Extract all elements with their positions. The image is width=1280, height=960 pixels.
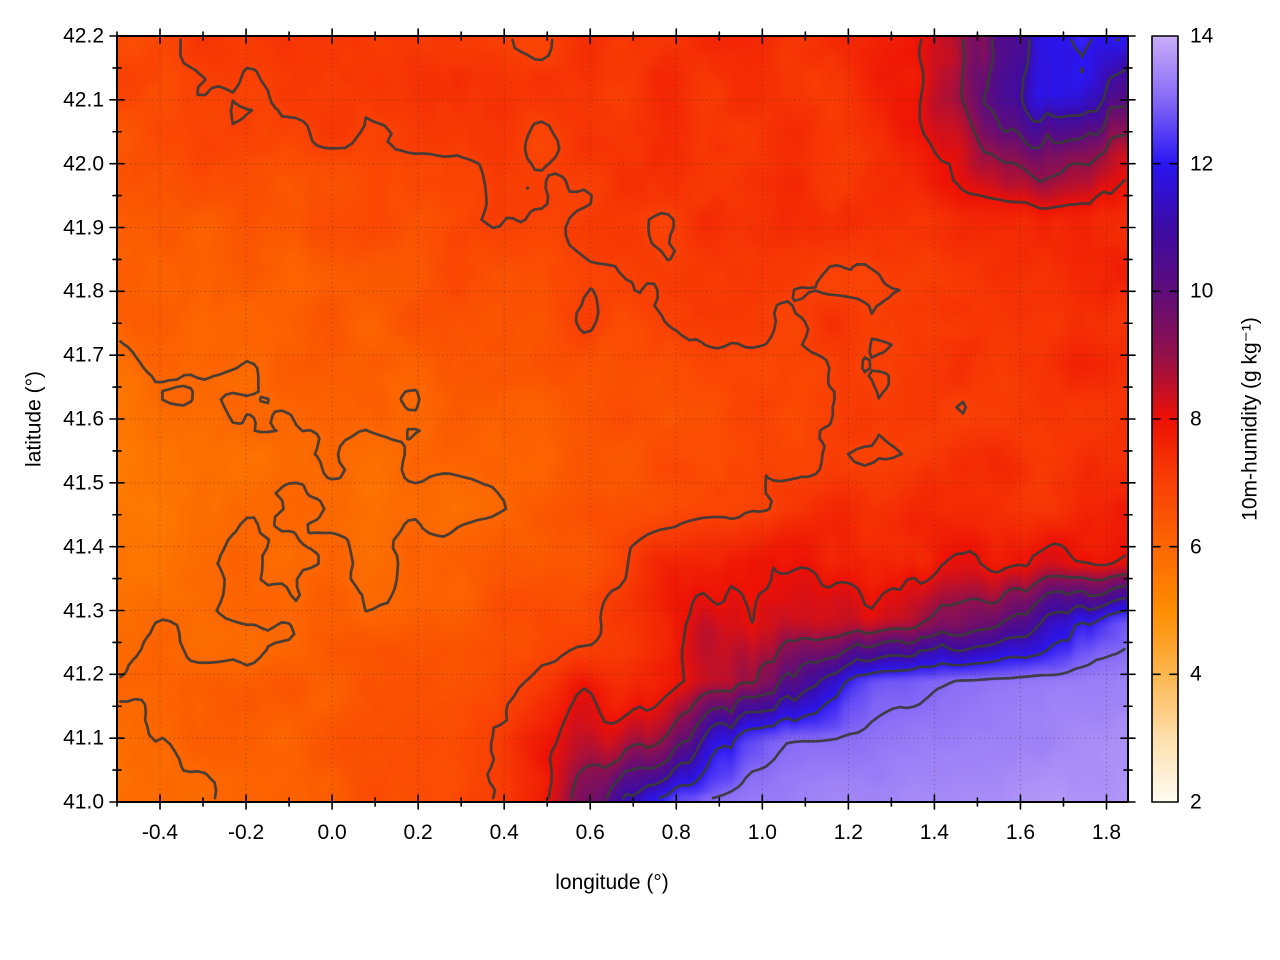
colorbar-tick-label: 2	[1190, 790, 1202, 814]
y-axis-title: latitude (°)	[22, 371, 46, 467]
colorbar-tick-label: 4	[1190, 662, 1202, 686]
y-tick-label: 42.0	[63, 152, 104, 176]
y-tick-label: 41.9	[63, 216, 104, 239]
y-tick-label: 41.4	[63, 535, 104, 559]
x-tick-label: -0.2	[227, 821, 265, 844]
colorbar-tick-label: 10	[1190, 279, 1214, 303]
x-tick-label: 0.4	[489, 821, 519, 844]
x-tick-label: 1.6	[1005, 821, 1036, 844]
y-tick-label: 41.0	[63, 790, 104, 814]
x-tick-label: 0.2	[403, 821, 433, 844]
x-tick-label: 0.6	[575, 821, 605, 844]
colorbar-tick-label: 8	[1190, 407, 1202, 431]
x-tick-label: 0.8	[661, 821, 691, 844]
colorbar-tick-label: 6	[1190, 535, 1202, 559]
y-tick-label: 41.6	[63, 407, 104, 431]
y-tick-label: 41.3	[63, 599, 104, 622]
x-tick-label: 1.8	[1091, 821, 1122, 844]
colorbar-title: 10m-humidity (g kg⁻¹)	[1238, 317, 1262, 521]
x-axis-title: longitude (°)	[555, 871, 669, 894]
y-tick-label: 41.8	[63, 279, 104, 303]
x-tick-label: 1.4	[919, 821, 949, 844]
y-tick-label: 41.2	[63, 662, 104, 686]
x-tick-label: -0.4	[141, 821, 179, 844]
y-tick-label: 41.7	[63, 343, 104, 367]
x-tick-label: 1.2	[833, 821, 863, 844]
y-tick-label: 41.1	[63, 726, 104, 750]
y-tick-label: 41.5	[63, 471, 104, 495]
colorbar-tick-label: 14	[1190, 24, 1214, 48]
colorbar-tick-label: 12	[1190, 152, 1214, 176]
y-tick-label: 42.1	[63, 88, 104, 112]
x-tick-label: 0.0	[317, 821, 347, 844]
y-tick-label: 42.2	[63, 24, 104, 48]
x-tick-label: 1.0	[747, 821, 777, 844]
